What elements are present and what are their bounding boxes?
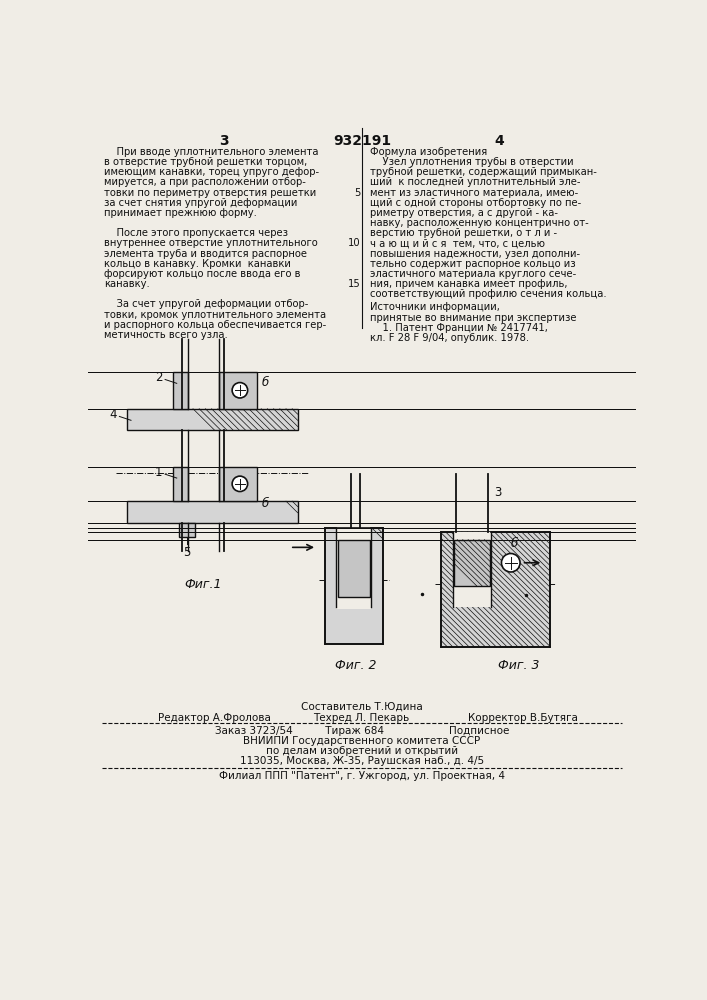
Text: элемента труба и вводится распорное: элемента труба и вводится распорное [104, 249, 307, 259]
Text: 1. Патент Франции № 2417741,: 1. Патент Франции № 2417741, [370, 323, 548, 333]
Text: кольцо в канавку. Кромки  канавки: кольцо в канавку. Кромки канавки [104, 259, 291, 269]
Text: внутреннее отверстие уплотнительного: внутреннее отверстие уплотнительного [104, 238, 317, 248]
Text: 1: 1 [155, 466, 163, 479]
Text: в отверстие трубной решетки торцом,: в отверстие трубной решетки торцом, [104, 157, 307, 167]
Bar [179, 523, 194, 537]
Bar [173, 466, 187, 501]
Text: За счет упругой деформации отбор-: За счет упругой деформации отбор- [104, 299, 308, 309]
Text: за счет снятия упругой деформации: за счет снятия упругой деформации [104, 198, 297, 208]
Text: кл. F 28 F 9/04, опублик. 1978.: кл. F 28 F 9/04, опублик. 1978. [370, 333, 529, 343]
Text: Фиг. 2: Фиг. 2 [335, 659, 377, 672]
Text: При вводе уплотнительного элемента: При вводе уплотнительного элемента [104, 147, 318, 157]
Text: Фиг.1: Фиг.1 [185, 578, 222, 591]
Text: и распорного кольца обеспечивается гер-: и распорного кольца обеспечивается гер- [104, 320, 326, 330]
Text: Источники информации,: Источники информации, [370, 302, 500, 312]
Bar [127, 501, 298, 523]
Text: товки по периметру отверстия решетки: товки по периметру отверстия решетки [104, 188, 316, 198]
Circle shape [501, 554, 520, 572]
Text: 5: 5 [354, 188, 361, 198]
Bar [127, 409, 298, 430]
Text: Фиг. 3: Фиг. 3 [498, 659, 539, 672]
Text: щий с одной стороны отбортовку по пе-: щий с одной стороны отбортовку по пе- [370, 198, 581, 208]
Bar [337, 528, 371, 609]
Text: 15: 15 [348, 279, 361, 289]
Bar [454, 540, 490, 586]
Text: ч а ю щ и й с я  тем, что, с целью: ч а ю щ и й с я тем, что, с целью [370, 238, 544, 248]
Text: Корректор В.Бутяга: Корректор В.Бутяга [468, 713, 578, 723]
Text: эластичного материала круглого сече-: эластичного материала круглого сече- [370, 269, 576, 279]
Text: 5: 5 [183, 546, 190, 559]
Text: форсируют кольцо после ввода его в: форсируют кольцо после ввода его в [104, 269, 300, 279]
Text: ший  к последней уплотнительный эле-: ший к последней уплотнительный эле- [370, 177, 580, 187]
Text: трубной решетки, содержащий примыкан-: трубной решетки, содержащий примыкан- [370, 167, 597, 177]
Text: канавку.: канавку. [104, 279, 150, 289]
Text: товки, кромок уплотнительного элемента: товки, кромок уплотнительного элемента [104, 310, 326, 320]
Text: риметру отверстия, а с другой - ка-: риметру отверстия, а с другой - ка- [370, 208, 558, 218]
Bar [325, 528, 383, 644]
Text: ния, причем канавка имеет профиль,: ния, причем канавка имеет профиль, [370, 279, 567, 289]
Text: Техред Л. Пекарь: Техред Л. Пекарь [313, 713, 409, 723]
Text: 3: 3 [219, 134, 229, 148]
Text: навку, расположенную концентрично от-: навку, расположенную концентрично от- [370, 218, 588, 228]
Circle shape [232, 476, 247, 492]
Bar [218, 466, 257, 501]
Text: мент из эластичного материала, имею-: мент из эластичного материала, имею- [370, 188, 578, 198]
Text: ВНИИПИ Государственного комитета СССР: ВНИИПИ Государственного комитета СССР [243, 736, 481, 746]
Text: 4: 4 [110, 408, 117, 421]
Text: тельно содержит распорное кольцо из: тельно содержит распорное кольцо из [370, 259, 575, 269]
Text: Филиал ППП "Патент", г. Ужгород, ул. Проектная, 4: Филиал ППП "Патент", г. Ужгород, ул. Про… [219, 771, 505, 781]
Text: 10: 10 [348, 238, 361, 248]
Text: 2: 2 [155, 371, 163, 384]
Bar [173, 372, 187, 409]
Text: Составитель Т.Юдина: Составитель Т.Юдина [301, 702, 423, 712]
Text: верстию трубной решетки, о т л и -: верстию трубной решетки, о т л и - [370, 228, 557, 238]
Bar [218, 372, 257, 409]
Text: имеющим канавки, торец упруго дефор-: имеющим канавки, торец упруго дефор- [104, 167, 319, 177]
Text: Формула изобретения: Формула изобретения [370, 147, 487, 157]
Text: повышения надежности, узел дополни-: повышения надежности, узел дополни- [370, 249, 580, 259]
Text: по делам изобретений и открытий: по делам изобретений и открытий [266, 746, 458, 756]
Bar [452, 532, 491, 607]
Text: После этого пропускается через: После этого пропускается через [104, 228, 288, 238]
Text: 4: 4 [494, 134, 504, 148]
Circle shape [232, 383, 247, 398]
Text: Заказ 3723/54          Тираж 684                    Подписное: Заказ 3723/54 Тираж 684 Подписное [215, 726, 509, 736]
Text: 113035, Москва, Ж-35, Раушская наб., д. 4/5: 113035, Москва, Ж-35, Раушская наб., д. … [240, 756, 484, 766]
Text: принятые во внимание при экспертизе: принятые во внимание при экспертизе [370, 313, 576, 323]
Text: соответствующий профилю сечения кольца.: соответствующий профилю сечения кольца. [370, 289, 607, 299]
Text: б: б [261, 376, 269, 389]
Text: б: б [261, 497, 269, 510]
Text: Узел уплотнения трубы в отверстии: Узел уплотнения трубы в отверстии [370, 157, 573, 167]
Text: Редактор А.Фролова: Редактор А.Фролова [158, 713, 271, 723]
Text: принимает прежнюю форму.: принимает прежнюю форму. [104, 208, 257, 218]
Text: 3: 3 [494, 486, 502, 499]
Text: метичность всего узла.: метичность всего узла. [104, 330, 228, 340]
Bar [441, 532, 549, 647]
Bar [338, 540, 370, 597]
Text: мируется, а при расположении отбор-: мируется, а при расположении отбор- [104, 177, 305, 187]
Text: 932191: 932191 [333, 134, 391, 148]
Text: б: б [511, 537, 518, 550]
